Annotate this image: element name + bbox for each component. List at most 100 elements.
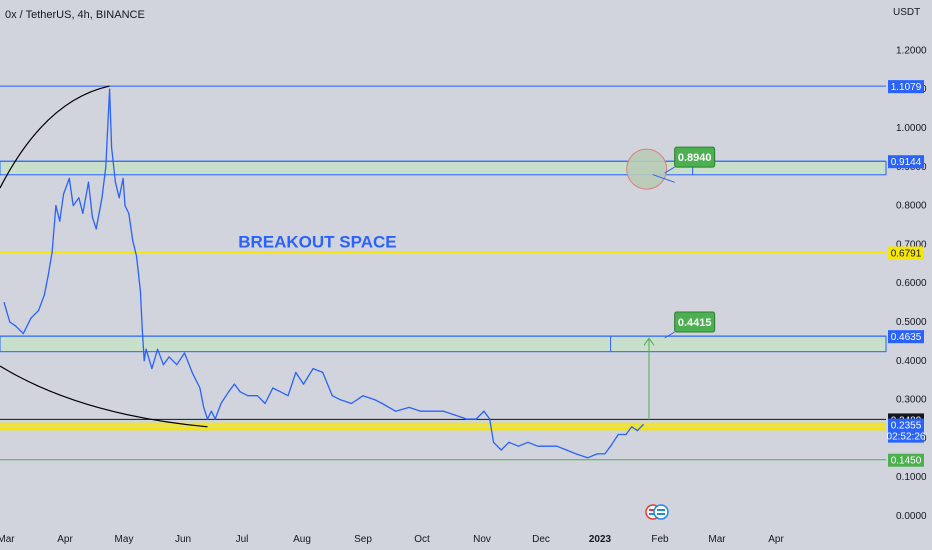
- current-price-band: [0, 422, 886, 427]
- series-point: [78, 197, 80, 199]
- series-point: [47, 274, 49, 276]
- y-tick-label: 0.5000: [896, 317, 927, 328]
- zone-0: [0, 160, 887, 176]
- arrow-head: [643, 337, 655, 346]
- earnings-event-icon[interactable]: [653, 504, 669, 520]
- series-point: [302, 383, 305, 385]
- series-point: [101, 197, 103, 199]
- series-point: [95, 228, 97, 230]
- price-level-tag: [888, 155, 924, 169]
- series-point: [233, 383, 235, 385]
- price-level-tag-label: 0.1450: [891, 456, 922, 467]
- price-level-tag-label: 0.4635: [891, 332, 922, 343]
- x-tick-label: Apr: [768, 534, 784, 545]
- series-point: [565, 449, 568, 451]
- series-point: [256, 395, 258, 397]
- series-point: [322, 371, 324, 373]
- series-point: [114, 181, 116, 183]
- event-icon-stripe: [657, 509, 665, 511]
- series-point: [546, 445, 548, 447]
- series-point: [22, 333, 24, 335]
- zone-1: [0, 335, 887, 353]
- y-tick-label: 1.2000: [896, 45, 927, 56]
- x-tick-label: Jun: [175, 534, 191, 545]
- series-point: [466, 418, 468, 420]
- series-point: [331, 395, 333, 397]
- series-point: [604, 453, 606, 455]
- series-point: [43, 294, 46, 296]
- series-point: [55, 205, 57, 207]
- series-point: [239, 391, 241, 393]
- currency-label: USDT: [893, 7, 920, 18]
- series-point: [176, 364, 178, 366]
- x-tick-label: 2023: [589, 534, 612, 545]
- series-point: [206, 418, 209, 420]
- series-point: [162, 364, 164, 366]
- series-point: [145, 348, 147, 350]
- price-level-tag: [888, 453, 924, 467]
- y-tick-label: 0.1000: [896, 472, 927, 483]
- x-tick-label: Aug: [293, 534, 311, 545]
- price-level-tag-label: 0.6791: [891, 249, 922, 260]
- price-level-tag-label: 0.9144: [891, 157, 922, 168]
- x-tick-label: Feb: [651, 534, 669, 545]
- series-point: [395, 410, 397, 412]
- event-icon-stripe: [649, 513, 657, 515]
- series-point: [264, 402, 266, 405]
- x-tick-label: Nov: [473, 534, 491, 545]
- series-point: [596, 453, 598, 455]
- curve-drawings-layer: [0, 85, 208, 428]
- x-tick-label: Oct: [414, 534, 430, 545]
- x-tick-label: Sep: [354, 534, 372, 545]
- x-tick-label: Jul: [236, 534, 249, 545]
- target-label-text: 0.4415: [678, 317, 712, 329]
- y-tick-label: 1.0000: [896, 123, 927, 134]
- series-point: [141, 329, 143, 331]
- series-point: [111, 146, 113, 148]
- series-point: [431, 410, 433, 412]
- events-icons[interactable]: [645, 504, 669, 520]
- price-level-tag: [888, 330, 924, 344]
- x-tick-label: Mar: [0, 534, 15, 545]
- series-point: [151, 368, 153, 370]
- x-axis[interactable]: Mar Apr May Jun Jul Aug Sep Oct Nov Dec 2023 Feb Mar…: [0, 534, 784, 545]
- series-point: [68, 177, 70, 179]
- current-price-tag: [888, 418, 924, 443]
- series-point: [508, 441, 510, 443]
- x-tick-label: Mar: [708, 534, 726, 545]
- series-point: [214, 418, 216, 420]
- series-point: [610, 445, 612, 447]
- series-point: [51, 251, 53, 253]
- series-point: [500, 449, 502, 451]
- series-point: [420, 410, 422, 412]
- series-point: [636, 430, 639, 432]
- series-point: [135, 255, 138, 257]
- series-point: [350, 402, 353, 405]
- arc-curve-bottom: [0, 365, 208, 428]
- event-icon-stripe: [657, 513, 665, 515]
- series-point: [287, 395, 289, 397]
- y-axis[interactable]: 0.00000.10000.20000.30000.40000.50000.60…: [887, 45, 927, 522]
- series-point: [443, 410, 445, 412]
- series-point: [109, 88, 111, 90]
- price-levels-layer: [0, 85, 886, 461]
- series-point: [312, 368, 314, 370]
- chart-title: 0x / TetherUS, 4h, BINANCE: [5, 9, 145, 21]
- target-pointer-line: [664, 331, 675, 339]
- series-point: [454, 414, 456, 416]
- series-point: [199, 387, 201, 389]
- series-point: [87, 181, 90, 183]
- countdown-label: 02:52:26: [887, 432, 926, 443]
- series-point: [168, 356, 170, 358]
- series-point: [272, 387, 274, 389]
- series-point: [122, 177, 124, 179]
- price-level-tag-label: 1.1079: [891, 82, 922, 93]
- series-point: [59, 220, 61, 222]
- series-point: [30, 317, 32, 319]
- series-point: [105, 166, 107, 168]
- series-point: [143, 360, 145, 362]
- series-point: [228, 391, 230, 393]
- series-point: [295, 371, 297, 373]
